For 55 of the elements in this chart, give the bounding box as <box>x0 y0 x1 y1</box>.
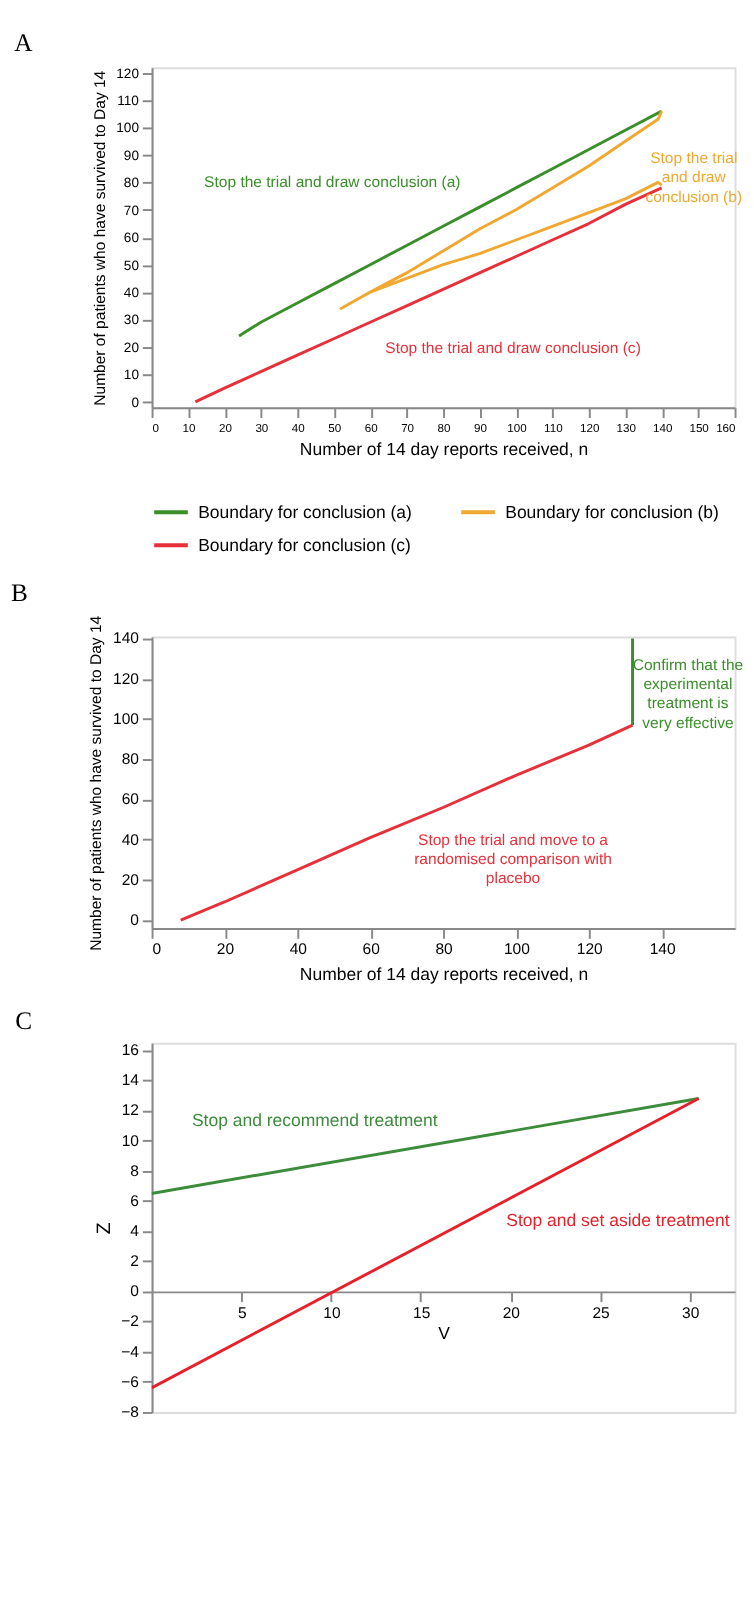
y-tick-label: 16 <box>121 1041 139 1060</box>
x-tick-label: 20 <box>216 940 236 959</box>
y-tick-label: 14 <box>121 1071 141 1090</box>
x-axis-title: Number of 14 day reports received, n <box>299 963 589 984</box>
x-axis-title: Number of 14 day reports received, n <box>299 438 589 459</box>
x-tick-label: 100 <box>503 940 532 959</box>
x-tick-label: 120 <box>576 940 605 959</box>
y-tick-label: 40 <box>121 830 141 849</box>
y-tick-label: 12 <box>121 1101 139 1120</box>
y-tick-label: −6 <box>121 1372 139 1391</box>
chart-title: B <box>10 579 28 608</box>
y-tick-label: 8 <box>130 1161 139 1180</box>
chart-title: C <box>15 1006 33 1035</box>
y-tick-label: 100 <box>113 709 141 728</box>
x-axis-title: V <box>438 1323 451 1344</box>
legend-label: Boundary for conclusion (c) <box>198 535 412 556</box>
annotation: Stop the trial and draw conclusion (a) <box>204 172 462 191</box>
y-tick-label: 0 <box>130 910 141 929</box>
x-tick-label: 5 <box>237 1303 247 1322</box>
y-axis-title: Z <box>93 1222 116 1235</box>
y-tick-label: 120 <box>113 669 141 688</box>
annotation: Stop the trial and draw conclusion (b) <box>645 148 743 206</box>
x-tick-label: 10 <box>323 1303 342 1322</box>
x-tick-label: 25 <box>592 1303 610 1322</box>
y-axis-title: Number of patients who have survived to Day 14 <box>90 69 109 406</box>
y-tick-label: 10 <box>121 1131 141 1150</box>
y-tick-label: 0 <box>130 1282 141 1301</box>
x-tick-label: 60 <box>362 940 382 959</box>
annotation: Stop and set aside treatment <box>506 1209 731 1230</box>
annotation: Stop and recommend treatment <box>191 1110 439 1131</box>
y-tick-label: 4 <box>130 1222 141 1240</box>
annotation: Confirm that the experimental treatment is very effective <box>632 655 744 732</box>
y-tick-label: −8 <box>121 1402 139 1421</box>
y-tick-label: 20 <box>121 870 141 889</box>
x-tick-label: 0 <box>152 940 163 959</box>
x-tick-label: 30 <box>682 1303 701 1322</box>
legend-label: Boundary for conclusion (b) <box>505 502 720 523</box>
y-tick-label: 6 <box>130 1191 139 1210</box>
annotation: Stop the trial and move to a randomised comparison with placebo <box>414 830 612 888</box>
y-tick-label: −4 <box>121 1342 141 1361</box>
y-tick-label: −2 <box>121 1312 139 1331</box>
x-tick-label: 15 <box>412 1303 431 1322</box>
y-axis-title: Number of patients who have survived to Day 14 <box>87 614 106 951</box>
y-tick-label: 140 <box>113 629 141 648</box>
annotation: Stop the trial and draw conclusion (c) <box>385 339 642 358</box>
line-series <box>179 723 634 922</box>
y-tick-label: 2 <box>130 1252 139 1271</box>
chart-title: A <box>14 29 35 58</box>
y-tick-label: 60 <box>121 790 141 809</box>
x-tick-label: 140 <box>649 940 677 959</box>
legend-label: Boundary for conclusion (a) <box>198 502 413 523</box>
x-tick-label: 20 <box>502 1303 522 1322</box>
y-tick-label: 80 <box>121 750 141 769</box>
x-tick-label: 80 <box>435 940 455 959</box>
x-tick-label: 40 <box>289 940 309 959</box>
